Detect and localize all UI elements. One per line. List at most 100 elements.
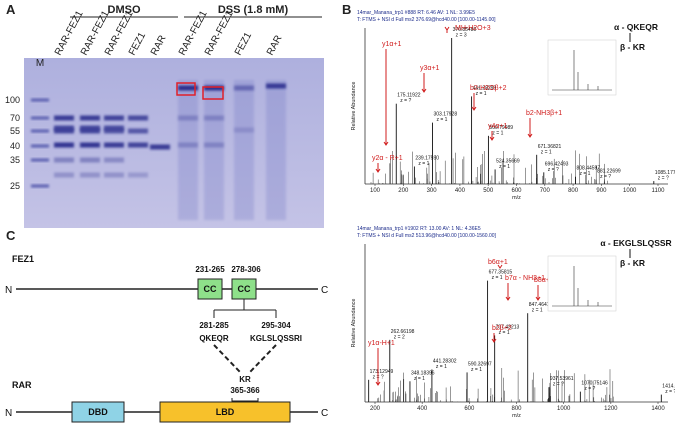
group-label: DSS (1.8 mM) bbox=[218, 4, 289, 16]
band bbox=[104, 142, 124, 148]
annotation-arrow bbox=[497, 264, 503, 269]
band bbox=[234, 127, 254, 133]
annotation-arrow bbox=[421, 73, 427, 93]
cc-range: 278-306 bbox=[231, 265, 261, 274]
ion-annotation: MH-H2O+3 bbox=[455, 25, 491, 32]
band bbox=[54, 157, 74, 163]
highlight-box bbox=[202, 86, 224, 100]
inset-peaks bbox=[552, 50, 612, 91]
y-axis-label: Relative Abundance bbox=[351, 299, 357, 348]
ion-annotation: b2-NH3β+1 bbox=[526, 110, 562, 117]
smear bbox=[266, 80, 286, 220]
ion-annotation: b7α - NH3+1 bbox=[505, 275, 545, 282]
peak-charge: z = 1 bbox=[532, 308, 543, 314]
band bbox=[80, 125, 100, 131]
site-residues: KR bbox=[239, 375, 251, 384]
band bbox=[178, 142, 198, 148]
annotation-arrow bbox=[535, 285, 541, 301]
peak-charge: z = ? bbox=[400, 98, 411, 104]
inset bbox=[547, 255, 617, 312]
peak-charge: z = 1 bbox=[579, 171, 590, 177]
peak-charge: z = 1 bbox=[436, 364, 447, 370]
x-tick-label: 1100 bbox=[652, 188, 666, 194]
peak-charge: z = 1 bbox=[414, 376, 425, 382]
peak-mz: 500.79989 bbox=[489, 125, 513, 131]
annotation-arrow bbox=[375, 348, 381, 386]
band bbox=[80, 172, 100, 178]
x-axis-label: m/z bbox=[512, 195, 521, 201]
x-tick-label: 600 bbox=[464, 406, 475, 412]
peak-mz: 1085.17781 bbox=[655, 170, 675, 176]
peak-mz: 1414.03442 bbox=[662, 384, 675, 390]
cc-range: 231-265 bbox=[195, 265, 225, 274]
annotation-arrow bbox=[375, 163, 381, 173]
band bbox=[204, 115, 224, 121]
cc-label: CC bbox=[204, 284, 217, 294]
annotation-arrow bbox=[444, 26, 450, 33]
panel-label: B bbox=[342, 2, 351, 17]
band bbox=[54, 125, 74, 131]
marker-band bbox=[31, 184, 49, 188]
domain-label: LBD bbox=[216, 407, 235, 417]
x-tick-label: 1000 bbox=[623, 188, 637, 194]
band bbox=[128, 142, 148, 148]
peptide-seq: KGLSLQSSRI bbox=[250, 334, 302, 343]
lbd-domain bbox=[159, 401, 291, 423]
peak-charge: z = 1 bbox=[499, 164, 510, 170]
x-tick-label: 1000 bbox=[557, 406, 571, 412]
band bbox=[204, 85, 224, 91]
band bbox=[128, 115, 148, 121]
peak-charge: z = ? bbox=[600, 174, 611, 180]
peak-charge: z = 1 bbox=[418, 161, 429, 167]
cc-label: CC bbox=[238, 284, 251, 294]
peptide-seq: QKEQR bbox=[199, 334, 229, 343]
peak-charge: z = ? bbox=[553, 382, 564, 388]
peak-charge: z = 2 bbox=[394, 334, 405, 340]
peak-mz: 937.53961 bbox=[550, 376, 574, 382]
peak-charge: z = 1 bbox=[471, 367, 482, 373]
marker-size: 100 bbox=[5, 95, 20, 105]
marker-lane-label: M bbox=[36, 58, 44, 69]
marker-band bbox=[31, 116, 49, 120]
spectrum-header: 14mar_Manana_trp1 #1902 RT: 13.00 AV: 1 … bbox=[357, 226, 481, 232]
site-range: 365-366 bbox=[230, 386, 260, 395]
x-tick-label: 700 bbox=[540, 188, 551, 194]
x-tick-label: 500 bbox=[483, 188, 494, 194]
peak-mz: 524.35669 bbox=[496, 158, 520, 164]
annotation-arrow bbox=[383, 49, 389, 146]
peak-mz: 303.17928 bbox=[433, 112, 457, 118]
spectrum-header: T: FTMS + NSI d Full ms2 513.96@hcd40.00… bbox=[357, 233, 497, 239]
n-term: N bbox=[5, 408, 12, 419]
x-axis-label: m/z bbox=[512, 413, 521, 419]
c-term: C bbox=[321, 285, 328, 296]
inset bbox=[547, 39, 617, 96]
band bbox=[54, 128, 74, 134]
band bbox=[80, 157, 100, 163]
band bbox=[104, 125, 124, 131]
band bbox=[104, 157, 124, 163]
x-tick-label: 200 bbox=[370, 406, 381, 412]
noise-peaks bbox=[377, 368, 614, 402]
peak-charge: z = 1 bbox=[541, 149, 552, 155]
band bbox=[234, 85, 254, 91]
annotation-arrow bbox=[527, 118, 533, 138]
x-tick-label: 1400 bbox=[651, 406, 665, 412]
band bbox=[54, 142, 74, 148]
ion-annotation: y1α+1 bbox=[382, 41, 402, 48]
lane-label: RAR bbox=[265, 34, 285, 58]
marker-size: 40 bbox=[10, 141, 20, 151]
marker-band bbox=[31, 144, 49, 148]
band bbox=[54, 172, 74, 178]
crosslink-line bbox=[213, 344, 277, 373]
lane-label: FEZ1 bbox=[127, 30, 148, 57]
peak-charge: z = ? bbox=[658, 176, 669, 182]
smear bbox=[234, 80, 254, 220]
y-axis-label: Relative Abundance bbox=[351, 82, 357, 131]
band bbox=[104, 128, 124, 134]
peak-mz: 590.32697 bbox=[468, 361, 492, 367]
smear bbox=[204, 80, 224, 220]
crosslink-alpha: α - EKGLSLQSSR bbox=[600, 238, 671, 248]
domain-diagram: FEZ1 N C CC CC 231-265 278-306 281-285 Q… bbox=[5, 254, 328, 423]
domain-label: DBD bbox=[88, 407, 108, 417]
band bbox=[80, 115, 100, 121]
